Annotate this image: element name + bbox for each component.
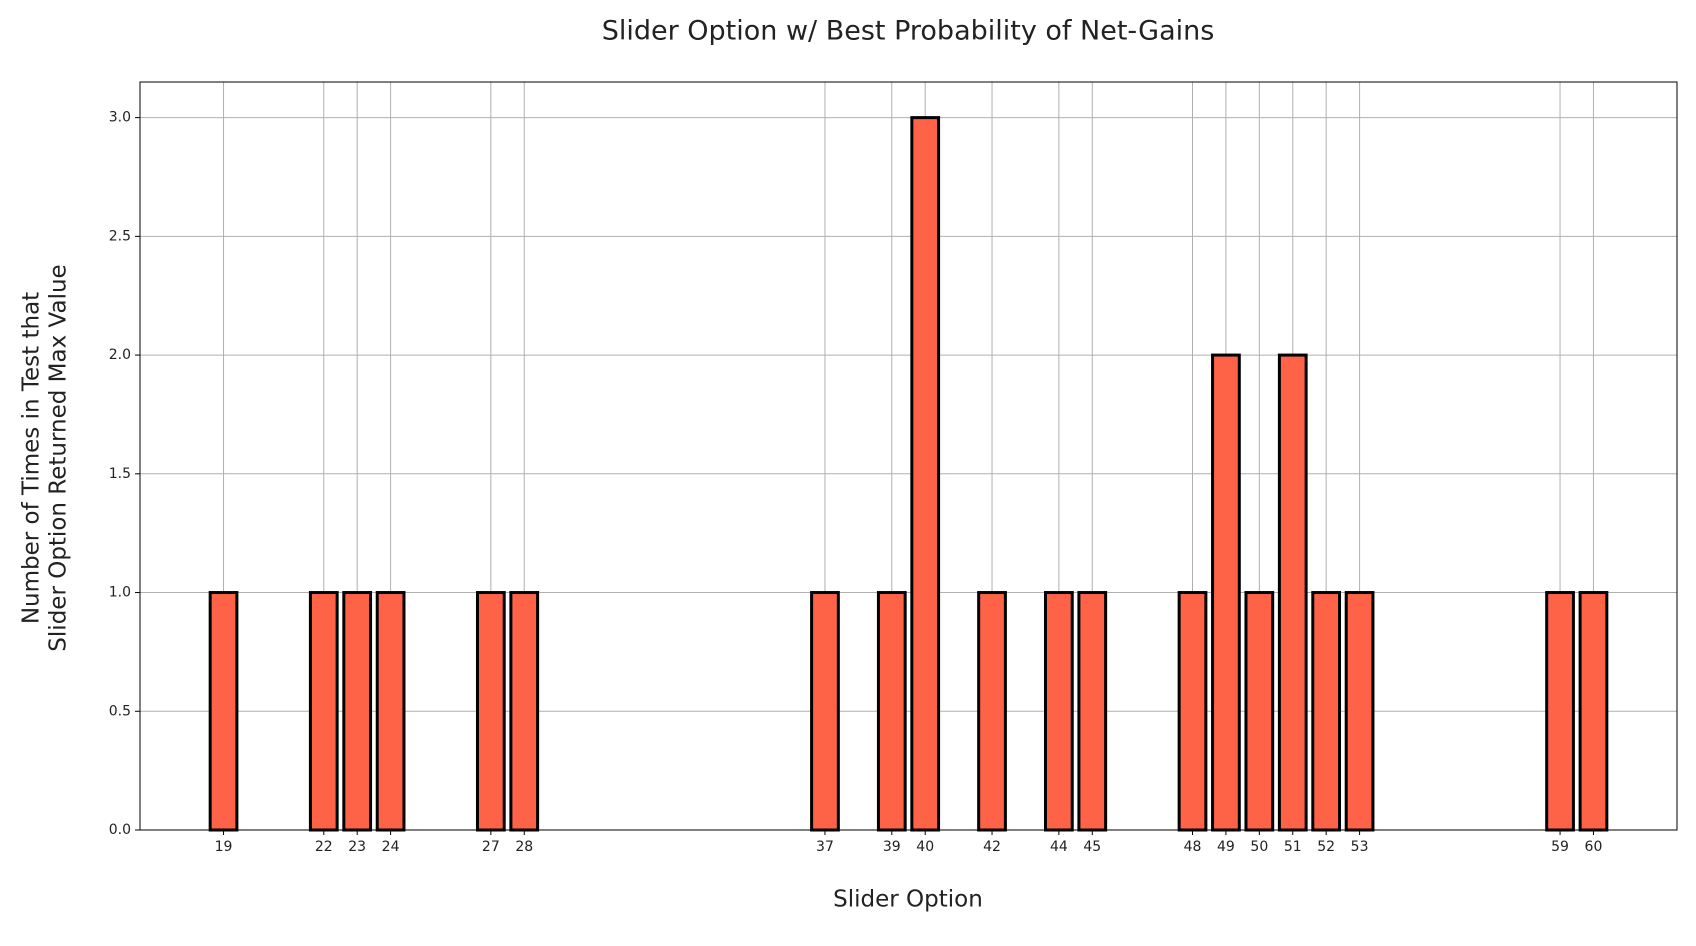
bar [1311, 591, 1342, 832]
bar [810, 591, 840, 832]
bar [342, 591, 373, 832]
chart-title: Slider Option w/ Best Probability of Net… [602, 16, 1215, 47]
x-tick-label: 52 [1317, 839, 1335, 855]
x-tick-label: 23 [348, 839, 366, 855]
y-axis-label: Number of Times in Test that Slider Opti… [19, 264, 72, 651]
x-tick-label: 53 [1351, 839, 1369, 855]
bar [1344, 591, 1375, 832]
y-axis-label-line: Number of Times in Test that [19, 292, 45, 624]
x-tick-label: 42 [983, 839, 1001, 855]
y-tick-label: 2.0 [109, 347, 131, 363]
bar [1043, 591, 1074, 832]
x-tick-label: 24 [382, 839, 400, 855]
x-tick-label: 28 [515, 839, 533, 855]
x-tick-label: 40 [916, 839, 934, 855]
y-tick-label: 0.5 [109, 703, 131, 719]
x-tick-label: 19 [215, 839, 233, 855]
bar [375, 591, 406, 832]
y-tick-label: 2.5 [109, 228, 131, 244]
x-tick-label: 37 [816, 839, 834, 855]
bar [208, 591, 239, 832]
bar [977, 591, 1007, 832]
bar [1277, 353, 1308, 832]
y-tick-label: 0.0 [109, 822, 131, 838]
x-tick-label: 27 [482, 839, 500, 855]
bar [1545, 591, 1575, 832]
bar [509, 591, 540, 832]
x-tick-label: 45 [1083, 839, 1101, 855]
x-tick-label: 22 [315, 839, 333, 855]
x-tick-label: 60 [1585, 839, 1603, 855]
bar [308, 591, 339, 832]
bar [475, 591, 506, 832]
x-tick-label: 49 [1217, 839, 1235, 855]
y-tick-label: 3.0 [109, 110, 131, 126]
bar [1244, 591, 1275, 832]
bar [1177, 591, 1208, 832]
x-tick-label: 44 [1050, 839, 1068, 855]
x-tick-label: 39 [883, 839, 901, 855]
bar [1211, 353, 1241, 832]
x-tick-label: 59 [1551, 839, 1569, 855]
bar [910, 116, 941, 832]
bar [876, 591, 907, 832]
x-axis-label: Slider Option [833, 887, 983, 913]
x-tick-label: 50 [1250, 839, 1268, 855]
x-tick-label: 48 [1184, 839, 1202, 855]
bar [1077, 591, 1108, 832]
x-tick-label: 51 [1284, 839, 1302, 855]
bar [1578, 591, 1609, 832]
y-tick-label: 1.0 [109, 585, 131, 601]
y-tick-label: 1.5 [109, 466, 131, 482]
y-axis-label-line: Slider Option Returned Max Value [46, 264, 72, 651]
plot-frame [139, 81, 1678, 831]
